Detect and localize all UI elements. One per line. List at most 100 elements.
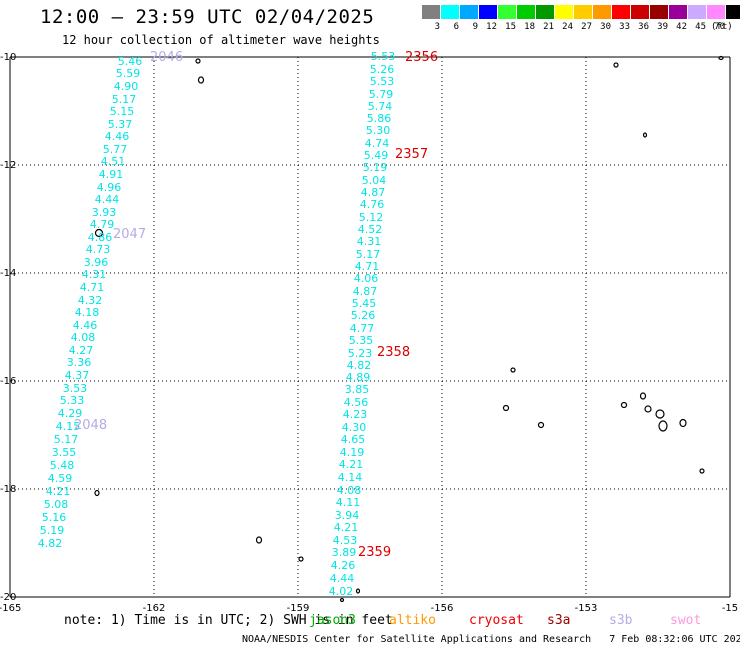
wave-height-reading: 5.12 — [359, 211, 384, 224]
legend-label: 33 — [619, 22, 630, 32]
wave-height-reading: 4.71 — [355, 260, 380, 273]
pass-time-label: 2046 — [150, 50, 183, 65]
legend-swatch: 42 — [669, 5, 688, 32]
map-grid — [9, 56, 731, 598]
wave-height-reading: 5.26 — [351, 309, 376, 322]
wave-height-reading: 4.82 — [347, 359, 372, 372]
wave-height-reading: 4.53 — [333, 534, 358, 547]
wave-height-reading: 4.46 — [73, 319, 98, 332]
legend-swatch: 12 — [479, 5, 498, 32]
legend-swatch: 24 — [555, 5, 574, 32]
wave-height-reading: 4.19 — [340, 446, 365, 459]
wave-height-reading: 5.86 — [367, 112, 392, 125]
wave-height-reading: 4.91 — [99, 168, 124, 181]
legend-swatch: 15 — [498, 5, 517, 32]
legend-swatch: 9 — [460, 5, 479, 32]
island-outline — [658, 420, 668, 432]
wave-height-reading: 4.51 — [101, 155, 126, 168]
wave-height-reading: 4.21 — [339, 458, 364, 471]
wave-height-reading: 5.19 — [40, 524, 65, 537]
footer-date: 7 Feb 08:32:06 UTC 2025 — [609, 634, 740, 645]
latitude-label: -16 — [0, 376, 16, 387]
pass-time-label: 2357 — [395, 147, 428, 162]
island-outline — [355, 588, 361, 594]
color-legend: 3 6 9 12 15 18 21 24 27 30 33 36 39 42 45 70 — [422, 5, 740, 32]
legend-swatch: 18 — [517, 5, 536, 32]
wave-height-reading: 4.56 — [344, 396, 369, 409]
wave-height-reading: 5.26 — [370, 63, 395, 76]
legend-swatch: 30 — [593, 5, 612, 32]
wave-height-reading: 5.15 — [110, 105, 135, 118]
legend-label: 6 — [453, 22, 459, 32]
pass-time-label: 2047 — [113, 227, 146, 242]
wave-height-reading: 5.23 — [348, 347, 373, 360]
wave-height-reading: 3.53 — [63, 382, 88, 395]
wave-height-reading: 5.19 — [363, 161, 388, 174]
wave-height-reading: 4.74 — [365, 137, 390, 150]
wave-height-reading: 4.21 — [46, 485, 71, 498]
latitude-label: -10 — [0, 52, 16, 63]
wave-height-reading: 4.14 — [338, 471, 363, 484]
wave-height-reading: 4.15 — [56, 420, 81, 433]
legend-label: 30 — [600, 22, 611, 32]
wave-height-reading: 3.85 — [345, 383, 370, 396]
latitude-label: -14 — [0, 268, 16, 279]
wave-height-reading: 4.46 — [105, 130, 130, 143]
legend-swatch: 21 — [536, 5, 555, 32]
wave-height-reading: 3.89 — [332, 546, 357, 559]
wave-height-reading: 4.06 — [354, 272, 379, 285]
wave-height-reading: 5.17 — [356, 248, 381, 261]
satellite-name: s3b — [609, 613, 633, 628]
legend-label: 18 — [524, 22, 535, 32]
island-outline — [94, 228, 104, 238]
wave-height-reading: 5.08 — [44, 498, 69, 511]
wave-height-reading: 3.36 — [67, 356, 92, 369]
island-outline — [502, 404, 510, 412]
wave-height-reading: 5.16 — [42, 511, 67, 524]
island-outline — [195, 58, 201, 64]
island-outline — [644, 405, 652, 413]
legend-label: 27 — [581, 22, 592, 32]
wave-height-reading: 5.30 — [366, 124, 391, 137]
axis-labels: -10 -12 -14 -16 -18 -20-165 -162 -159 -156 -153 -1… — [0, 52, 738, 614]
island-outline — [613, 62, 619, 68]
satellite-name: s3a — [547, 613, 571, 628]
satellite-name: cryosat — [469, 613, 524, 628]
legend-swatch: 45 — [688, 5, 707, 32]
wave-height-reading: 4.96 — [97, 181, 122, 194]
legend-label: 70 — [714, 22, 725, 32]
wave-height-reading: 5.37 — [108, 118, 133, 131]
legend-label: 15 — [505, 22, 516, 32]
legend-swatch: 39 — [650, 5, 669, 32]
satellite-name: jason3 — [309, 613, 356, 628]
wave-height-reading: 5.53 — [371, 50, 396, 63]
wave-height-reading: 4.30 — [342, 421, 367, 434]
footer: NOAA/NESDIS Center for Satellite Applica… — [242, 634, 740, 645]
longitude-label: -159 — [287, 603, 310, 614]
wave-height-reading: 4.18 — [75, 306, 100, 319]
wave-height-reading: 3.93 — [92, 206, 117, 219]
wave-height-reading: 4.26 — [331, 559, 356, 572]
wave-height-reading: 5.49 — [364, 149, 389, 162]
wave-height-reading: 4.52 — [358, 223, 383, 236]
pass-time-label: 2359 — [358, 545, 391, 560]
wave-height-reading: 4.59 — [48, 472, 73, 485]
wave-height-reading: 5.17 — [54, 433, 79, 446]
longitude-label: -15 — [722, 603, 738, 614]
footer-org: NOAA/NESDIS Center for Satellite Applica… — [242, 634, 592, 645]
wave-height-reading: 4.37 — [65, 369, 90, 382]
wave-height-reading: 4.29 — [58, 407, 83, 420]
wave-height-reading: 5.04 — [362, 174, 387, 187]
latitude-label: -18 — [0, 484, 16, 495]
wave-height-reading: 5.46 — [118, 55, 143, 68]
wave-height-reading: 4.79 — [90, 218, 115, 231]
legend-label: 21 — [543, 22, 554, 32]
legend-label: 36 — [638, 22, 649, 32]
longitude-label: -156 — [431, 603, 454, 614]
island-outline — [699, 468, 705, 474]
altimeter-tracks: 5.465.594.905.175.155.374.465.774.514.91… — [38, 50, 396, 598]
wave-height-reading: 4.87 — [353, 285, 378, 298]
legend-swatch: 27 — [574, 5, 593, 32]
wave-height-reading: 4.71 — [80, 281, 105, 294]
